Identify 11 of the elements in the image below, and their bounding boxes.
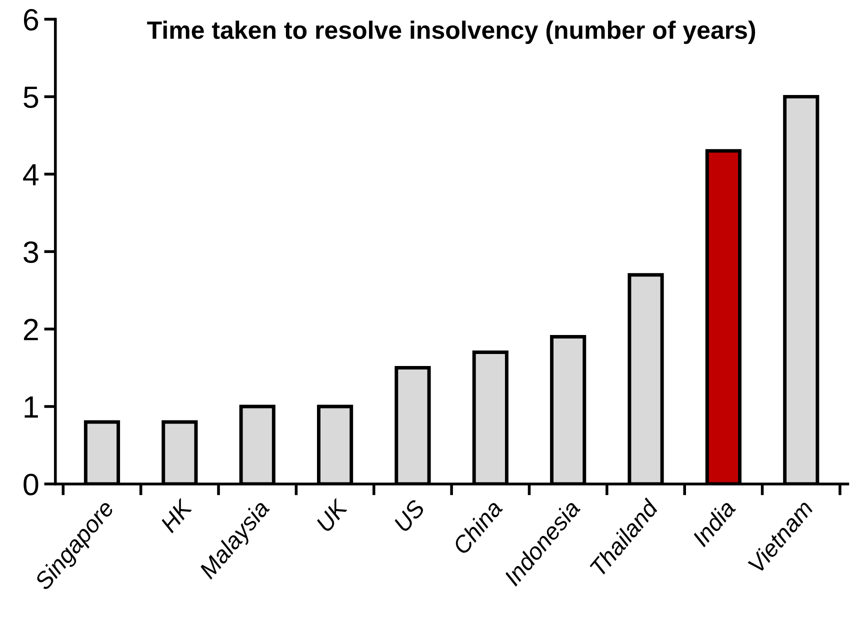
chart-title: Time taken to resolve insolvency (number of years) (147, 20, 756, 44)
y-tick-label: 4 (23, 164, 39, 186)
y-tick-label: 5 (24, 86, 38, 108)
y-tick-label: 3 (24, 241, 38, 263)
x-tick-label: US (393, 498, 426, 533)
y-tick-label: 6 (24, 8, 38, 31)
x-tick-label: UK (316, 498, 349, 533)
y-tick-label: 2 (24, 318, 38, 340)
y-tick-label: 1 (24, 396, 38, 418)
x-tick-label: HK (160, 498, 194, 534)
y-tick-label: 0 (24, 474, 38, 496)
